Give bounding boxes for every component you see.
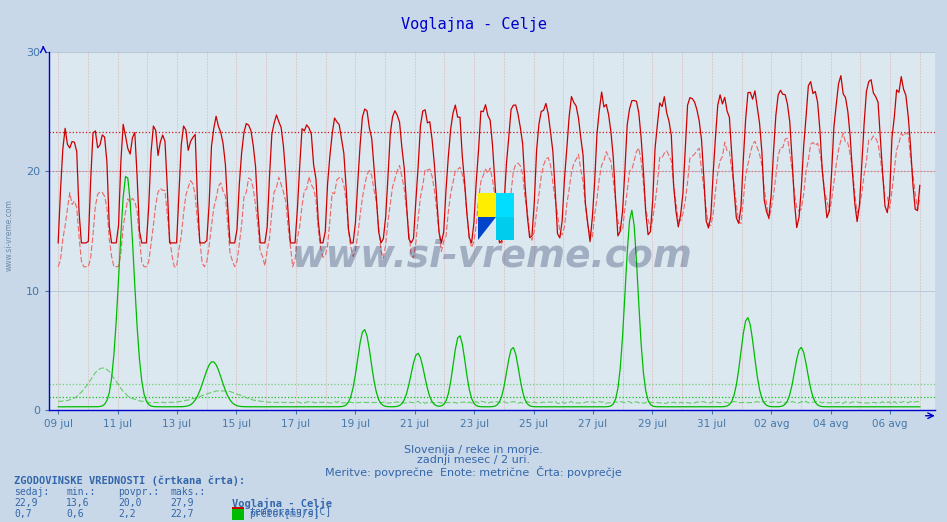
Polygon shape — [478, 193, 496, 217]
Polygon shape — [478, 217, 496, 240]
Text: Voglajna - Celje: Voglajna - Celje — [401, 17, 546, 32]
Text: 2,2: 2,2 — [118, 509, 136, 519]
Text: 13,6: 13,6 — [66, 498, 90, 508]
Text: 20,0: 20,0 — [118, 498, 142, 508]
Text: 0,7: 0,7 — [14, 509, 32, 519]
Text: maks.:: maks.: — [170, 487, 205, 496]
Text: Slovenija / reke in morje.: Slovenija / reke in morje. — [404, 445, 543, 455]
Text: ZGODOVINSKE VREDNOSTI (črtkana črta):: ZGODOVINSKE VREDNOSTI (črtkana črta): — [14, 475, 245, 485]
Text: 0,6: 0,6 — [66, 509, 84, 519]
Polygon shape — [496, 217, 514, 240]
Text: 27,9: 27,9 — [170, 498, 194, 508]
Text: temperatura[C]: temperatura[C] — [249, 507, 331, 517]
Text: www.si-vreme.com: www.si-vreme.com — [5, 199, 14, 271]
Text: zadnji mesec / 2 uri.: zadnji mesec / 2 uri. — [417, 455, 530, 465]
Text: 22,9: 22,9 — [14, 498, 38, 508]
Text: pretok[m3/s]: pretok[m3/s] — [249, 509, 319, 519]
Text: 22,7: 22,7 — [170, 509, 194, 519]
Text: Voglajna - Celje: Voglajna - Celje — [232, 498, 332, 509]
Text: www.si-vreme.com: www.si-vreme.com — [292, 238, 692, 274]
Text: povpr.:: povpr.: — [118, 487, 159, 496]
Text: Meritve: povprečne  Enote: metrične  Črta: povprečje: Meritve: povprečne Enote: metrične Črta:… — [325, 466, 622, 478]
Polygon shape — [496, 193, 514, 217]
Text: sedaj:: sedaj: — [14, 487, 49, 496]
Text: min.:: min.: — [66, 487, 96, 496]
